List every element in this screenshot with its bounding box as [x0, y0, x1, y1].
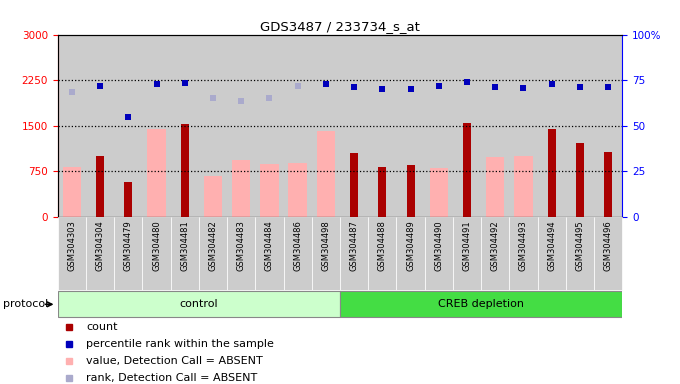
- Text: control: control: [180, 299, 218, 310]
- Bar: [538, 217, 566, 290]
- Bar: [58, 291, 340, 317]
- Text: GSM304496: GSM304496: [604, 220, 613, 271]
- Bar: [430, 168, 448, 217]
- Text: GSM304480: GSM304480: [152, 220, 161, 271]
- Bar: [256, 35, 284, 217]
- Bar: [312, 217, 340, 290]
- Text: GSM304482: GSM304482: [209, 220, 218, 271]
- Bar: [284, 35, 312, 217]
- Bar: [260, 164, 279, 217]
- Bar: [312, 35, 340, 217]
- Text: rank, Detection Call = ABSENT: rank, Detection Call = ABSENT: [86, 372, 257, 382]
- Bar: [114, 35, 143, 217]
- Bar: [509, 35, 538, 217]
- Bar: [86, 217, 114, 290]
- Text: GSM304479: GSM304479: [124, 220, 133, 271]
- Bar: [369, 217, 396, 290]
- Bar: [378, 167, 386, 217]
- Text: GSM304492: GSM304492: [491, 220, 500, 271]
- Bar: [171, 35, 199, 217]
- Bar: [340, 217, 369, 290]
- Bar: [407, 165, 415, 217]
- Text: GSM304491: GSM304491: [462, 220, 471, 271]
- Bar: [340, 35, 369, 217]
- Text: GSM304489: GSM304489: [406, 220, 415, 271]
- Bar: [514, 156, 532, 217]
- Text: GSM304494: GSM304494: [547, 220, 556, 271]
- Text: GSM304484: GSM304484: [265, 220, 274, 271]
- Bar: [396, 217, 425, 290]
- Bar: [396, 35, 425, 217]
- Bar: [171, 217, 199, 290]
- Text: value, Detection Call = ABSENT: value, Detection Call = ABSENT: [86, 356, 262, 366]
- Text: GSM304486: GSM304486: [293, 220, 302, 271]
- Bar: [124, 182, 133, 217]
- Bar: [566, 217, 594, 290]
- Bar: [486, 157, 505, 217]
- Text: GSM304495: GSM304495: [575, 220, 584, 271]
- Bar: [288, 164, 307, 217]
- Bar: [481, 35, 509, 217]
- Bar: [425, 217, 453, 290]
- Text: GSM304498: GSM304498: [322, 220, 330, 271]
- Bar: [204, 175, 222, 217]
- Text: count: count: [86, 322, 118, 332]
- Bar: [425, 35, 453, 217]
- Bar: [369, 35, 396, 217]
- Text: CREB depletion: CREB depletion: [438, 299, 524, 310]
- Text: GSM304303: GSM304303: [67, 220, 76, 271]
- Bar: [463, 123, 471, 217]
- Bar: [86, 35, 114, 217]
- Bar: [96, 156, 104, 217]
- Text: GSM304483: GSM304483: [237, 220, 245, 271]
- Bar: [604, 152, 612, 217]
- Bar: [594, 35, 622, 217]
- Bar: [227, 35, 256, 217]
- Title: GDS3487 / 233734_s_at: GDS3487 / 233734_s_at: [260, 20, 420, 33]
- Bar: [181, 124, 189, 217]
- Bar: [58, 35, 86, 217]
- Text: GSM304481: GSM304481: [180, 220, 189, 271]
- Bar: [317, 131, 335, 217]
- Bar: [58, 217, 86, 290]
- Bar: [143, 217, 171, 290]
- Bar: [453, 217, 481, 290]
- Text: GSM304487: GSM304487: [350, 220, 358, 271]
- Bar: [547, 129, 556, 217]
- Bar: [199, 35, 227, 217]
- Bar: [284, 217, 312, 290]
- Text: GSM304493: GSM304493: [519, 220, 528, 271]
- Bar: [148, 129, 166, 217]
- Bar: [566, 35, 594, 217]
- Bar: [350, 152, 358, 217]
- Bar: [227, 217, 256, 290]
- Bar: [232, 161, 250, 217]
- Text: GSM304488: GSM304488: [378, 220, 387, 271]
- Bar: [114, 217, 143, 290]
- Bar: [63, 167, 81, 217]
- Text: GSM304490: GSM304490: [435, 220, 443, 271]
- Text: GSM304304: GSM304304: [96, 220, 105, 271]
- Bar: [340, 291, 622, 317]
- Bar: [453, 35, 481, 217]
- Bar: [509, 217, 538, 290]
- Bar: [256, 217, 284, 290]
- Bar: [143, 35, 171, 217]
- Bar: [481, 217, 509, 290]
- Bar: [576, 143, 584, 217]
- Text: percentile rank within the sample: percentile rank within the sample: [86, 339, 274, 349]
- Bar: [594, 217, 622, 290]
- Bar: [199, 217, 227, 290]
- Bar: [538, 35, 566, 217]
- Text: protocol: protocol: [3, 299, 49, 310]
